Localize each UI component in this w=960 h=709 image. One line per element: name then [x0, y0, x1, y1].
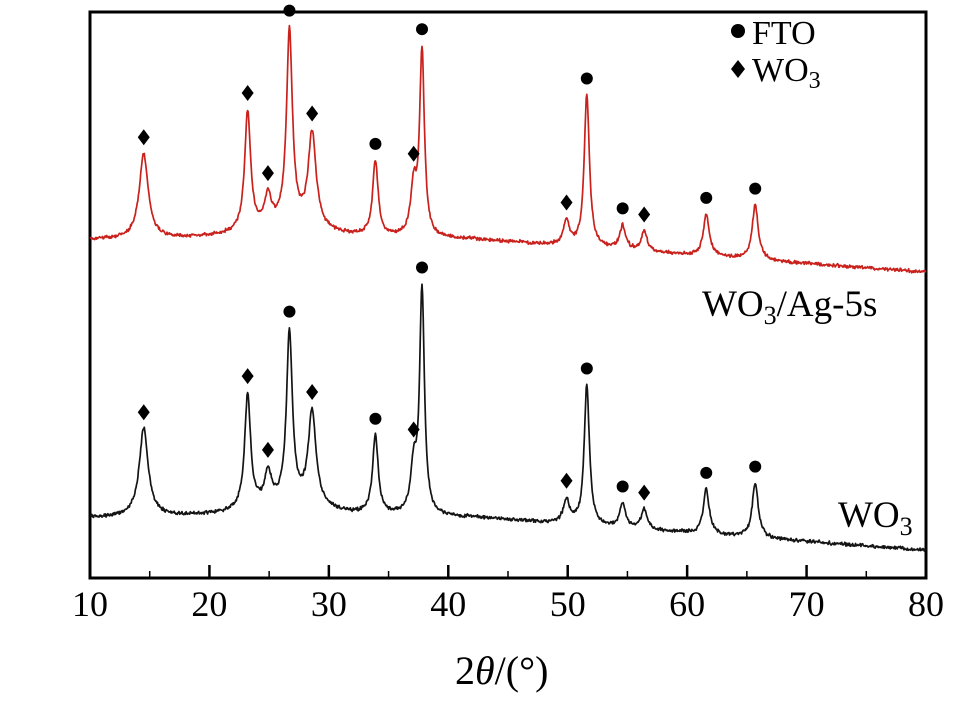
wo3-peak-marker: [560, 194, 573, 211]
legend-label-fto: FTO: [752, 15, 816, 52]
wo3-peak-marker: [407, 421, 420, 438]
x-tick-label: 50: [550, 584, 586, 624]
fto-peak-marker: [416, 23, 429, 36]
wo3-marker-icon: [731, 60, 745, 78]
series-label-wo3: WO3: [838, 495, 913, 541]
wo3-peak-marker: [306, 105, 319, 122]
legend-wo3-text: WO: [752, 52, 809, 89]
wo3-peak-marker: [261, 441, 274, 458]
x-tick-label: 30: [311, 584, 347, 624]
wo3-peak-marker: [241, 85, 254, 102]
fto-peak-marker: [616, 480, 629, 493]
wo3-peak-marker: [137, 404, 150, 421]
fto-peak-marker: [416, 261, 429, 274]
x-axis-label: 2θ/(°): [455, 648, 548, 693]
legend-wo3-subscript: 3: [809, 68, 821, 94]
legend-label-wo3: WO3: [752, 52, 821, 94]
x-tick-label: 70: [789, 584, 825, 624]
x-tick-label: 20: [191, 584, 227, 624]
x-tick-label: 60: [669, 584, 705, 624]
fto-peak-marker: [616, 202, 629, 215]
fto-peak-marker: [749, 460, 762, 473]
plot-dynamic-layer: 10 20 30 40 50 60 70 80: [72, 4, 944, 624]
wo3-peak-marker: [560, 472, 573, 489]
wo3-peak-marker: [638, 484, 651, 501]
x-tick-label: 80: [908, 584, 944, 624]
fto-peak-marker: [369, 137, 382, 150]
fto-peak-marker: [700, 191, 713, 204]
xrd-trace-wo3: [89, 283, 927, 552]
wo3-peak-marker: [638, 206, 651, 223]
fto-marker-icon: [731, 24, 745, 38]
fto-peak-marker: [749, 182, 762, 195]
wo3-peak-marker: [137, 129, 150, 146]
legend: FTO WO3: [731, 15, 821, 94]
x-tick-label: 40: [430, 584, 466, 624]
wo3-peak-marker: [407, 145, 420, 162]
fto-peak-marker: [369, 412, 382, 425]
wo3-peak-marker: [261, 165, 274, 182]
fto-peak-marker: [283, 305, 296, 318]
xrd-trace-wo3-ag5s: [89, 24, 927, 274]
fto-peak-marker: [283, 4, 296, 17]
fto-peak-marker: [580, 362, 593, 375]
fto-peak-marker: [580, 72, 593, 85]
fto-peak-marker: [700, 466, 713, 479]
series-label-wo3-ag5s: WO3/Ag-5s: [702, 284, 877, 330]
x-tick-label: 10: [72, 584, 108, 624]
wo3-peak-marker: [241, 368, 254, 385]
wo3-peak-marker: [306, 384, 319, 401]
